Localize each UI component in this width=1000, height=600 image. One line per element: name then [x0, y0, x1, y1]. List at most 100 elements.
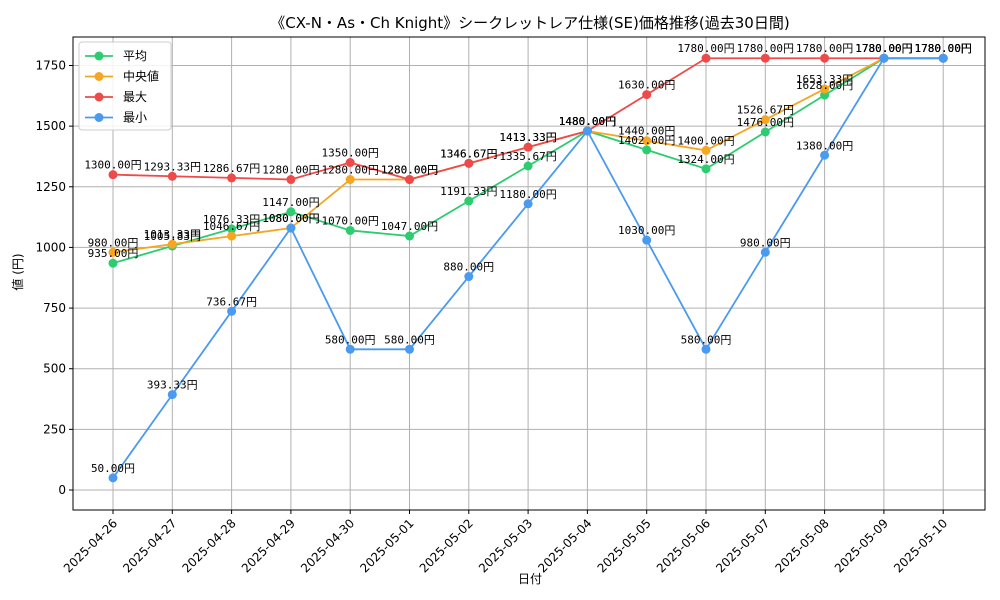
data-point: [760, 53, 770, 63]
data-label: 1440.00円: [618, 125, 675, 138]
legend-item: 中央値: [85, 69, 159, 84]
legend-item: 最小: [85, 111, 147, 125]
data-point: [701, 53, 711, 63]
y-tick-label: 1500: [35, 119, 66, 133]
data-point: [820, 53, 830, 63]
data-label: 580.00円: [384, 333, 435, 346]
data-point: [879, 53, 889, 63]
data-point: [227, 224, 237, 234]
data-label: 1480.00円: [559, 115, 616, 128]
data-label: 1280.00円: [322, 164, 379, 177]
legend-label: 最小: [123, 111, 147, 125]
legend-label: 中央値: [123, 69, 159, 84]
data-point: [345, 225, 355, 235]
data-point: [760, 247, 770, 257]
data-point: [582, 126, 592, 136]
data-point: [108, 170, 118, 180]
data-label: 1780.00円: [915, 42, 972, 55]
data-point: [345, 158, 355, 168]
legend-label: 最大: [123, 90, 147, 104]
data-label: 980.00円: [88, 236, 139, 249]
data-label: 1335.67円: [499, 150, 556, 163]
data-label: 1628.00円: [796, 79, 853, 92]
data-point: [701, 164, 711, 174]
data-label: 1346.67円: [440, 147, 497, 160]
chart-title: 《CX-N・As・Ch Knight》シークレットレア仕様(SE)価格推移(過去…: [270, 14, 789, 32]
series-2: [108, 53, 948, 185]
data-point: [523, 161, 533, 171]
legend-marker: [94, 113, 104, 122]
data-label: 1780.00円: [855, 42, 912, 55]
x-axis-label: 日付: [518, 572, 542, 586]
y-tick-label: 1000: [35, 240, 66, 254]
data-point: [286, 175, 296, 185]
series-3: [108, 53, 948, 483]
data-point: [405, 344, 414, 354]
y-tick-label: 0: [58, 483, 66, 497]
data-label: 1630.00円: [618, 79, 675, 92]
legend-box: [78, 41, 172, 131]
data-point: [345, 175, 355, 185]
data-point: [701, 344, 711, 354]
y-tick-label: 1250: [35, 180, 66, 194]
data-label: 1780.00円: [737, 42, 794, 55]
data-label: 1526.67円: [737, 104, 794, 117]
data-point: [108, 473, 118, 483]
data-label: 1293.33円: [144, 160, 201, 173]
data-label: 1480.00円: [559, 115, 616, 128]
data-label: 580.00円: [325, 333, 376, 346]
plot-frame: [72, 36, 986, 511]
data-label: 1076.33円: [203, 213, 260, 226]
data-point: [464, 272, 474, 282]
data-label: 1476.00円: [737, 116, 794, 129]
legend-item: 最大: [85, 90, 147, 104]
data-label: 1046.67円: [203, 220, 260, 233]
data-point: [523, 142, 533, 152]
y-tick-label: 250: [43, 422, 66, 436]
data-point: [642, 136, 652, 146]
y-tick-label: 500: [43, 362, 66, 376]
data-point: [820, 150, 830, 160]
data-label: 1400.00円: [677, 134, 734, 147]
data-label: 1013.33円: [144, 228, 201, 241]
legend-label: 平均: [123, 49, 147, 63]
data-label: 1147.00円: [262, 196, 319, 209]
data-point: [701, 145, 711, 155]
data-label: 393.33円: [147, 379, 198, 392]
data-label: 980.00円: [740, 236, 791, 249]
data-point: [464, 196, 474, 206]
data-label: 1780.00円: [796, 42, 853, 55]
data-point: [820, 84, 830, 94]
series-layer: [108, 53, 948, 483]
data-label: 736.67円: [206, 295, 257, 308]
legend-marker: [94, 92, 104, 102]
data-label: 1780.00円: [855, 42, 912, 55]
y-tick-label: 1750: [35, 59, 66, 73]
data-point: [642, 90, 652, 100]
data-label: 1380.00円: [796, 139, 853, 152]
data-point: [167, 390, 177, 400]
data-label: 1080.00円: [262, 212, 319, 225]
data-label: 1480.00円: [559, 115, 616, 128]
y-axis-label: 値 (円): [10, 253, 25, 290]
data-point: [227, 306, 237, 316]
data-label: 1280.00円: [381, 164, 438, 177]
data-label: 1324.00円: [677, 153, 734, 166]
legend-marker: [94, 51, 104, 61]
data-point: [108, 247, 118, 257]
data-label: 1780.00円: [677, 42, 734, 55]
data-label: 1300.00円: [84, 159, 141, 172]
data-label: 1402.00円: [618, 134, 675, 147]
data-point: [286, 223, 296, 233]
data-label: 1413.33円: [499, 131, 556, 144]
data-label: 50.00円: [91, 462, 135, 475]
data-label: 580.00円: [681, 333, 732, 346]
data-label: 1280.00円: [262, 164, 319, 177]
data-label: 1780.00円: [915, 42, 972, 55]
data-point: [108, 258, 118, 268]
data-point: [227, 173, 237, 183]
data-point: [167, 239, 177, 249]
